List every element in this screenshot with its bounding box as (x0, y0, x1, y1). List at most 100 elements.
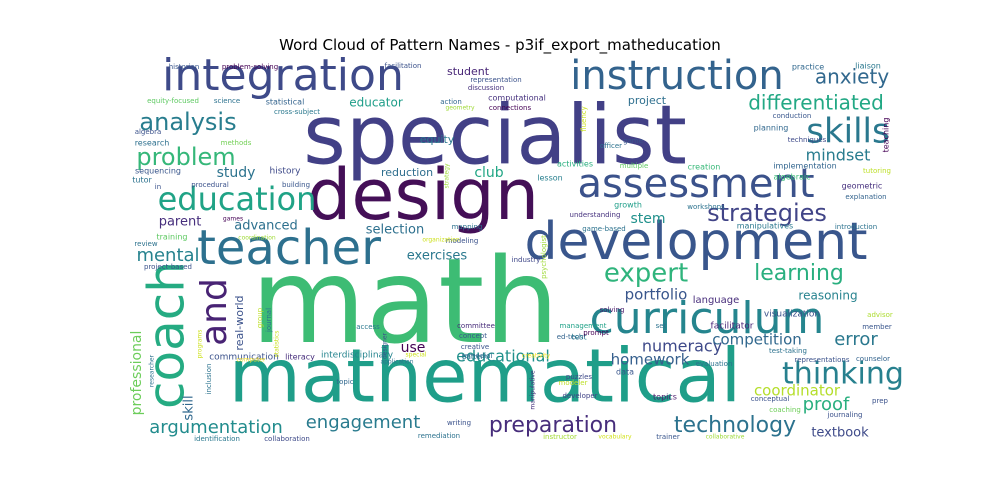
word-journaling: journaling (827, 411, 863, 419)
word-industry: industry (512, 256, 541, 264)
word-access: access (356, 323, 380, 331)
word-lesson: lesson (537, 174, 562, 183)
word-project: project (628, 94, 667, 107)
word-conceptual: conceptual (751, 395, 790, 403)
chart-title: Word Cloud of Pattern Names - p3if_expor… (279, 36, 721, 54)
word-strategies: strategies (707, 199, 827, 227)
word-computational: computational (488, 94, 546, 103)
word-technology: technology (674, 413, 796, 438)
word-and: and (194, 278, 235, 346)
word-science: science (214, 97, 240, 105)
word-explanation: explanation (845, 193, 886, 201)
word-advisor: advisor (867, 311, 893, 319)
word-instructor: instructor (543, 433, 577, 441)
word-real-world: real-world (233, 295, 246, 350)
word-equity-focused: equity-focused (147, 97, 199, 105)
word-review: review (134, 240, 157, 248)
word-prompt: prompt (583, 329, 609, 337)
word-creation: creation (688, 163, 721, 172)
word-language: language (693, 295, 740, 306)
word-creativity: creativity (522, 353, 551, 360)
word-officer: officer (600, 142, 622, 150)
word-collaborative: collaborative (706, 434, 745, 441)
word-test: test (571, 333, 586, 342)
word-analysis: analysis (139, 108, 236, 136)
word-ed-tech: ed-tech (557, 333, 584, 341)
word-representations: representations (795, 356, 850, 364)
word-literacy: literacy (285, 353, 315, 362)
word-designer: designer (382, 332, 389, 359)
word-teacher: teacher (197, 220, 381, 276)
word-growth: growth (614, 201, 642, 210)
word-homework: homework (611, 351, 690, 369)
word-journal: journal (265, 308, 273, 333)
word-stem: stem (630, 211, 665, 227)
word-games: games (223, 216, 243, 223)
word-educational: educational (456, 347, 550, 366)
word-equity: equity (420, 133, 455, 146)
word-remedial: remedial (462, 352, 493, 360)
word-reasoning: reasoning (798, 289, 857, 303)
word-group: group (256, 307, 264, 328)
word-problem-solving: problem-solving (222, 63, 278, 71)
word-implementation: implementation (773, 162, 836, 171)
word-algebra: algebra (135, 128, 162, 136)
word-mapping: mapping (452, 223, 483, 231)
word-education: education (158, 180, 317, 218)
word-history: history (270, 167, 302, 177)
word-algebraic: algebraic (773, 173, 810, 182)
word-use: use (401, 340, 426, 356)
word-numeracy: numeracy (642, 337, 722, 356)
word-interdisciplinary: interdisciplinary (321, 351, 394, 361)
word-textbook: textbook (811, 426, 869, 441)
word-facilitator: facilitator (711, 322, 754, 332)
word-manipulative: manipulative (530, 370, 537, 410)
word-evaluation: evaluation (696, 360, 733, 368)
word-inclusion: inclusion (205, 364, 213, 395)
word-techniques: techniques (788, 136, 827, 144)
word-competition: competition (712, 331, 802, 349)
word-set: set (656, 322, 667, 330)
word-tutoring: tutoring (863, 167, 891, 175)
word-cross-subject: cross-subject (274, 108, 320, 116)
word-mathematical: mathematical (229, 334, 741, 420)
word-geometric: geometric (842, 182, 883, 191)
word-parent: parent (159, 215, 202, 230)
word-selection: selection (366, 223, 424, 238)
word-psychologist: psychologist (540, 235, 548, 279)
word-preparation: preparation (489, 413, 617, 438)
word-communication: communication (209, 353, 279, 363)
word-liaison: liaison (855, 62, 881, 71)
word-discussion: discussion (468, 84, 504, 92)
word-teaching: teaching (882, 118, 891, 153)
word-programs: programs (197, 330, 204, 359)
word-coaching: coaching (769, 406, 801, 414)
word-organization: organization (422, 237, 460, 244)
word-study: study (217, 165, 256, 181)
word-procedural: procedural (191, 181, 229, 189)
word-club: club (474, 165, 503, 181)
word-developer: developer (562, 392, 597, 400)
word-writing: writing (447, 419, 471, 427)
word-understanding: understanding (570, 211, 621, 219)
word-application: application (380, 359, 413, 366)
word-topic: topic (336, 378, 353, 386)
word-geometry: geometry (445, 105, 475, 112)
word-skills: skills (806, 112, 889, 152)
word-error: error (834, 329, 878, 350)
word-action: action (440, 98, 462, 106)
word-multiple: multiple (620, 162, 649, 170)
word-connections: connections (489, 104, 532, 112)
word-portfolio: portfolio (625, 286, 688, 304)
word-coach: coach (138, 261, 196, 409)
word-advanced: advanced (234, 219, 298, 234)
word-topics: topics (653, 393, 677, 402)
word-research: research (135, 139, 170, 148)
word-thinking: thinking (782, 357, 904, 392)
word-vocabulary: vocabulary (598, 434, 632, 441)
word-anxiety: anxiety (815, 65, 889, 89)
word-project-based: project-based (144, 263, 192, 271)
word-coordinator: coordinator (754, 382, 841, 400)
word-statistical: statistical (266, 98, 305, 107)
